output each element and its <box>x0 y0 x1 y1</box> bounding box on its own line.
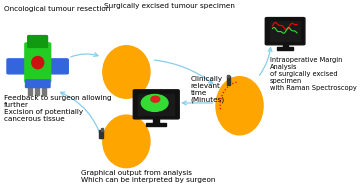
Ellipse shape <box>32 57 44 69</box>
Bar <box>42 86 46 95</box>
Bar <box>146 123 166 126</box>
FancyBboxPatch shape <box>25 43 51 82</box>
Bar <box>28 86 33 95</box>
Bar <box>101 128 103 131</box>
Bar <box>227 76 230 85</box>
Bar <box>99 130 103 138</box>
Bar <box>153 118 159 123</box>
Text: Feedback to surgeon allowing
further
Excision of potentially
cancerous tissue: Feedback to surgeon allowing further Exc… <box>4 94 111 122</box>
FancyBboxPatch shape <box>7 59 68 74</box>
FancyBboxPatch shape <box>133 90 179 119</box>
Text: Surgically excised tumour specimen: Surgically excised tumour specimen <box>104 3 235 9</box>
Text: Clinically
relevant
time
(Minutes): Clinically relevant time (Minutes) <box>191 76 225 103</box>
Text: Oncological tumour resection: Oncological tumour resection <box>4 6 110 12</box>
Ellipse shape <box>216 77 263 135</box>
FancyBboxPatch shape <box>26 80 50 88</box>
FancyBboxPatch shape <box>265 18 305 45</box>
Ellipse shape <box>103 115 150 168</box>
FancyBboxPatch shape <box>28 36 47 47</box>
Bar <box>277 47 293 50</box>
FancyBboxPatch shape <box>270 21 300 41</box>
Ellipse shape <box>103 46 150 98</box>
Bar <box>35 86 39 95</box>
Text: Intraoperative Margin
Analysis
of surgically excised
specimen
with Raman Spectro: Intraoperative Margin Analysis of surgic… <box>270 57 357 91</box>
Text: Graphical output from analysis
Which can be interpreted by surgeon: Graphical output from analysis Which can… <box>81 170 215 183</box>
FancyBboxPatch shape <box>138 94 174 115</box>
Ellipse shape <box>151 96 160 102</box>
Bar <box>283 43 288 48</box>
Ellipse shape <box>141 94 168 111</box>
Bar <box>227 74 229 77</box>
